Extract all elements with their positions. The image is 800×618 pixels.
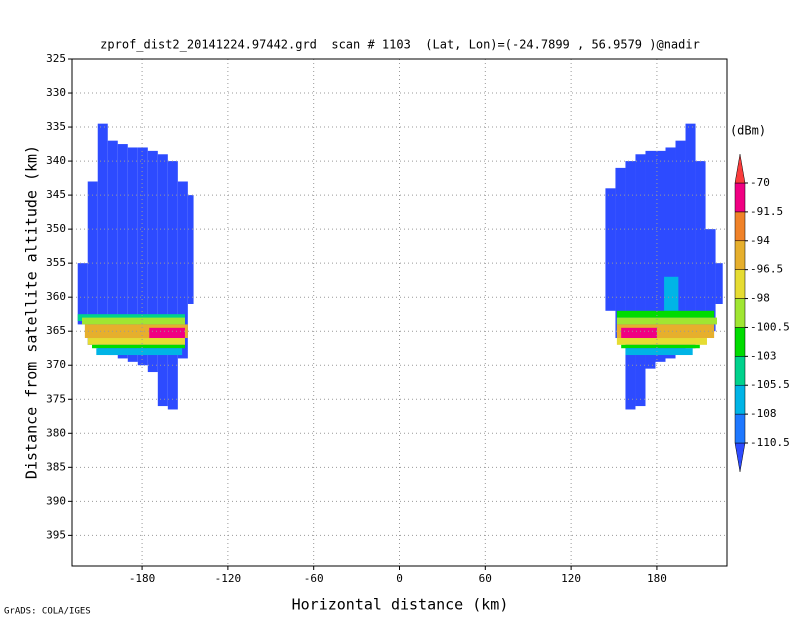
heat-cell (137, 147, 148, 366)
y-tick-label: 335 (46, 120, 66, 133)
heat-cell (96, 348, 183, 356)
colorbar-label: -96.5 (750, 263, 783, 276)
heat-cell (107, 140, 118, 356)
y-tick-label: 360 (46, 290, 66, 303)
heat-cell (605, 188, 616, 311)
heat-cell (97, 123, 108, 352)
x-tick-label: -180 (129, 572, 156, 585)
x-tick-label: -120 (215, 572, 242, 585)
y-tick-label: 365 (46, 324, 66, 337)
colorbar-label: -100.5 (750, 320, 790, 333)
y-tick-label: 380 (46, 426, 66, 439)
credit: GrADS: COLA/IGES (4, 607, 91, 617)
colorbar-label: -110.5 (750, 436, 790, 449)
chart-title: zprof_dist2_20141224.97442.grd scan # 11… (100, 38, 700, 52)
heat-cell (715, 263, 723, 304)
heat-cell (616, 317, 717, 325)
x-axis-label: Horizontal distance (km) (292, 596, 509, 614)
colorbar-swatch (734, 240, 746, 270)
heat-cell (625, 161, 636, 410)
x-tick-label: 0 (396, 572, 403, 585)
x-tick-label: -60 (304, 572, 324, 585)
heat-cell (127, 147, 138, 362)
y-tick-label: 385 (46, 460, 66, 473)
colorbar-label: -108 (750, 407, 777, 420)
colorbar-label: -105.5 (750, 378, 790, 391)
heat-cell (82, 317, 185, 325)
colorbar-swatch (734, 182, 746, 213)
heat-cell (167, 161, 178, 410)
colorbar-label: -94 (750, 234, 770, 247)
heat-cell (645, 150, 656, 369)
y-tick-label: 340 (46, 154, 66, 167)
heat-cell (695, 161, 706, 339)
colorbar-swatch (734, 154, 746, 184)
y-tick-label: 325 (46, 52, 66, 65)
colorbar-swatch (734, 384, 746, 415)
heat-cell (92, 344, 185, 349)
heat-cell (685, 123, 696, 349)
x-tick-label: 60 (479, 572, 492, 585)
heat-cell (621, 327, 657, 339)
heat-cell (655, 150, 666, 362)
heat-cell (615, 167, 626, 339)
plot-frame (71, 58, 728, 567)
colorbar-label: -70 (750, 176, 770, 189)
colorbar-swatch (734, 298, 746, 328)
colorbar-swatch (734, 442, 746, 472)
heat-cell (675, 140, 686, 352)
heat-cell (616, 310, 715, 318)
x-tick-label: 120 (561, 572, 581, 585)
heat-cell (621, 344, 700, 349)
heat-cell (187, 195, 194, 304)
x-tick-label: 180 (647, 572, 667, 585)
heat-cell (87, 338, 185, 345)
y-tick-label: 355 (46, 256, 66, 269)
y-tick-label: 350 (46, 222, 66, 235)
heat-cell (77, 263, 88, 325)
heat-cell (177, 181, 188, 359)
y-axis-label: Distance from satellite altitude (km) (23, 145, 41, 479)
colorbar-label: -103 (750, 349, 777, 362)
y-tick-label: 390 (46, 494, 66, 507)
heat-cell (147, 150, 158, 373)
colorbar-swatch (734, 269, 746, 299)
y-tick-label: 330 (46, 86, 66, 99)
heat-cell (616, 338, 707, 345)
heat-cell (625, 348, 693, 356)
heat-cell (117, 144, 128, 359)
heat-cell (149, 327, 185, 339)
colorbar-unit: (dBm) (730, 124, 766, 138)
heat-cell (705, 229, 716, 332)
y-tick-label: 375 (46, 392, 66, 405)
colorbar-swatch (734, 413, 746, 444)
colorbar-swatch (734, 327, 746, 357)
heat-cell (635, 154, 646, 407)
heat-cell (157, 154, 168, 407)
colorbar-label: -98 (750, 292, 770, 305)
heat-cell (665, 147, 676, 359)
y-tick-label: 395 (46, 528, 66, 541)
colorbar-swatch (734, 211, 746, 242)
colorbar-label: -91.5 (750, 205, 783, 218)
heat-cell (664, 276, 679, 311)
y-tick-label: 345 (46, 188, 66, 201)
colorbar-swatch (734, 356, 746, 386)
y-tick-label: 370 (46, 358, 66, 371)
